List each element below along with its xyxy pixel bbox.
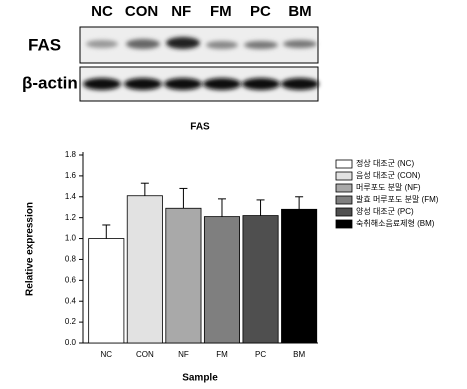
legend-label: 정상 대조군 (NC) xyxy=(356,158,414,168)
legend-swatch xyxy=(335,195,353,205)
legend-label: 발효 머루포도 분말 (FM) xyxy=(356,194,439,204)
x-tick-label: PC xyxy=(255,350,266,359)
blot-lane-label: NF xyxy=(171,3,191,20)
x-tick-label: CON xyxy=(136,350,154,359)
legend-label: 양성 대조군 (PC) xyxy=(356,207,414,216)
bar xyxy=(126,195,163,344)
y-tick-label: 1.2 xyxy=(65,213,77,222)
blot-lane-label: PC xyxy=(250,3,271,20)
y-tick-label: 1.6 xyxy=(65,171,77,180)
y-tick-label: 1.8 xyxy=(65,150,77,159)
x-tick-label: BM xyxy=(293,350,305,359)
legend-swatch xyxy=(335,171,353,181)
legend-swatch xyxy=(335,183,353,193)
bar xyxy=(88,238,125,344)
x-tick-label: FM xyxy=(216,350,228,359)
y-tick-label: 0.8 xyxy=(65,255,77,264)
blot-row-label: β-actin xyxy=(22,73,78,92)
blot-panel: FAS β-actin xyxy=(22,26,319,102)
y-tick-label: 1.0 xyxy=(65,234,77,243)
blot-lane-label: CON xyxy=(125,3,158,20)
bar xyxy=(281,208,318,344)
bar xyxy=(242,215,279,344)
y-axis-label: Relative expression xyxy=(25,202,36,296)
legend-label: 음성 대조군 (CON) xyxy=(356,171,421,180)
y-tick-label: 1.4 xyxy=(65,192,77,201)
y-tick-label: 0.4 xyxy=(65,296,77,305)
chart-title: FAS xyxy=(190,122,210,133)
blot-row-label: FAS xyxy=(28,35,61,54)
legend-label: 머루포도 분말 (NF) xyxy=(356,183,421,192)
bar xyxy=(165,207,202,344)
x-tick-label: NC xyxy=(101,350,113,359)
legend-label: 숙취해소음료제형 (BM) xyxy=(356,218,435,228)
x-axis-label: Sample xyxy=(182,373,218,384)
bar xyxy=(203,216,241,344)
y-tick-label: 0.2 xyxy=(65,317,77,326)
blot-lane-label: NC xyxy=(91,3,113,20)
x-tick-label: NF xyxy=(178,350,189,359)
blot-lane-label: BM xyxy=(288,3,311,20)
legend-swatch xyxy=(335,207,353,217)
y-tick-label: 0.6 xyxy=(65,275,77,284)
legend-swatch xyxy=(335,159,353,169)
blot-lane-label: FM xyxy=(210,3,232,20)
blot-bands xyxy=(83,37,319,90)
legend-swatch xyxy=(335,219,353,229)
y-tick-label: 0.0 xyxy=(65,338,77,347)
